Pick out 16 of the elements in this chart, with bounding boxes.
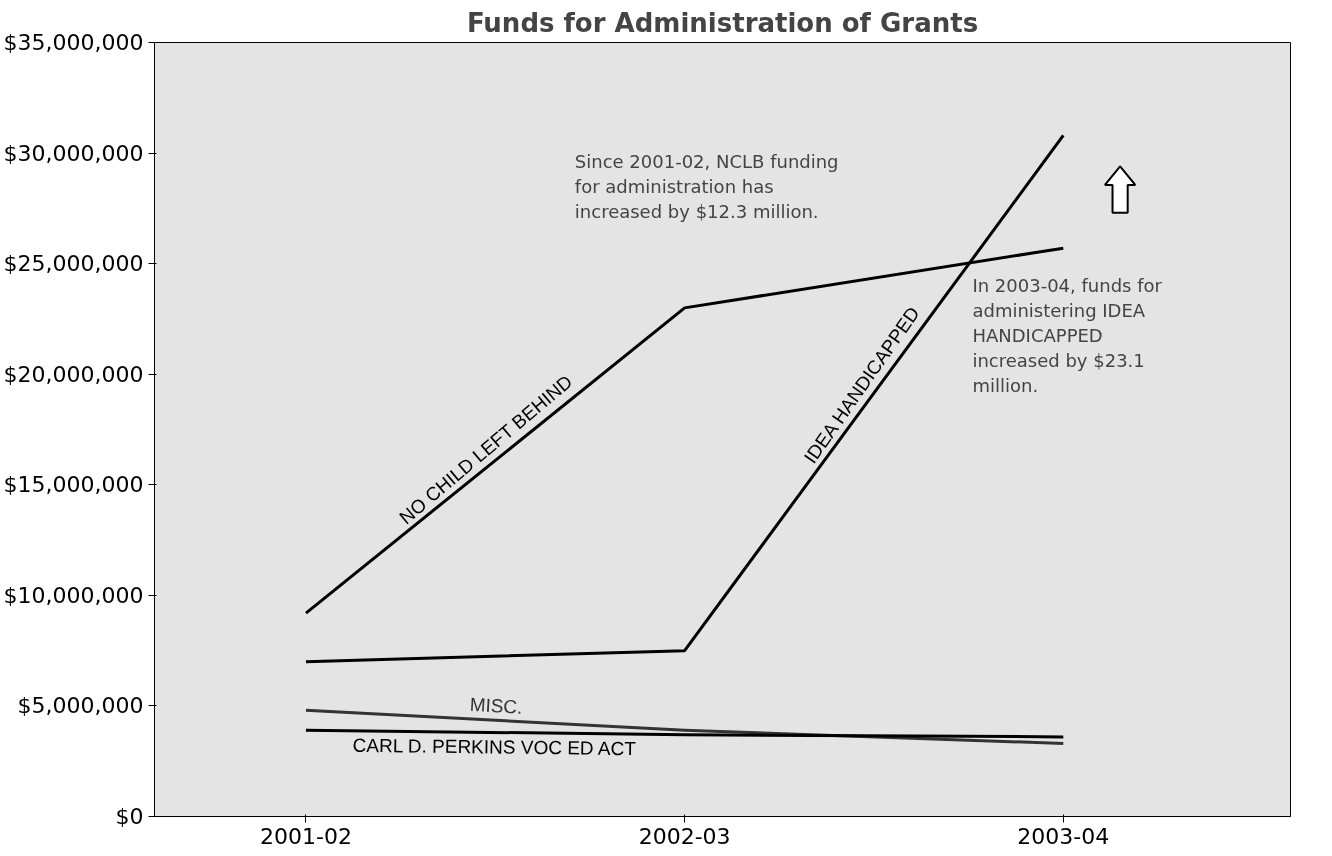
y-tick-label: $0 bbox=[115, 804, 144, 829]
chart-title: Funds for Administration of Grants bbox=[466, 7, 979, 38]
y-tick-label: $20,000,000 bbox=[3, 361, 144, 387]
annotation: Since 2001-02, NCLB funding for administration has increased by $12.3 million. bbox=[574, 150, 839, 223]
y-tick-label: $5,000,000 bbox=[17, 693, 144, 719]
y-tick-label: $35,000,000 bbox=[3, 30, 144, 55]
x-tick-label: 2001-02 bbox=[260, 823, 352, 849]
y-tick-label: $30,000,000 bbox=[3, 140, 144, 166]
y-tick-label: $15,000,000 bbox=[3, 472, 144, 498]
annotation: In 2003-04, funds for administering IDEA HANDICAPPED increased by $23.1 million. bbox=[972, 274, 1163, 397]
x-tick-label: 2002-03 bbox=[638, 823, 731, 849]
y-tick-label: $25,000,000 bbox=[3, 251, 144, 277]
x-tick-label: 2003-04 bbox=[1017, 823, 1110, 849]
y-tick-label: $10,000,000 bbox=[3, 582, 144, 608]
series-label: MISC. bbox=[469, 693, 524, 718]
series-label: CARL D. PERKINS VOC ED ACT bbox=[352, 734, 637, 760]
